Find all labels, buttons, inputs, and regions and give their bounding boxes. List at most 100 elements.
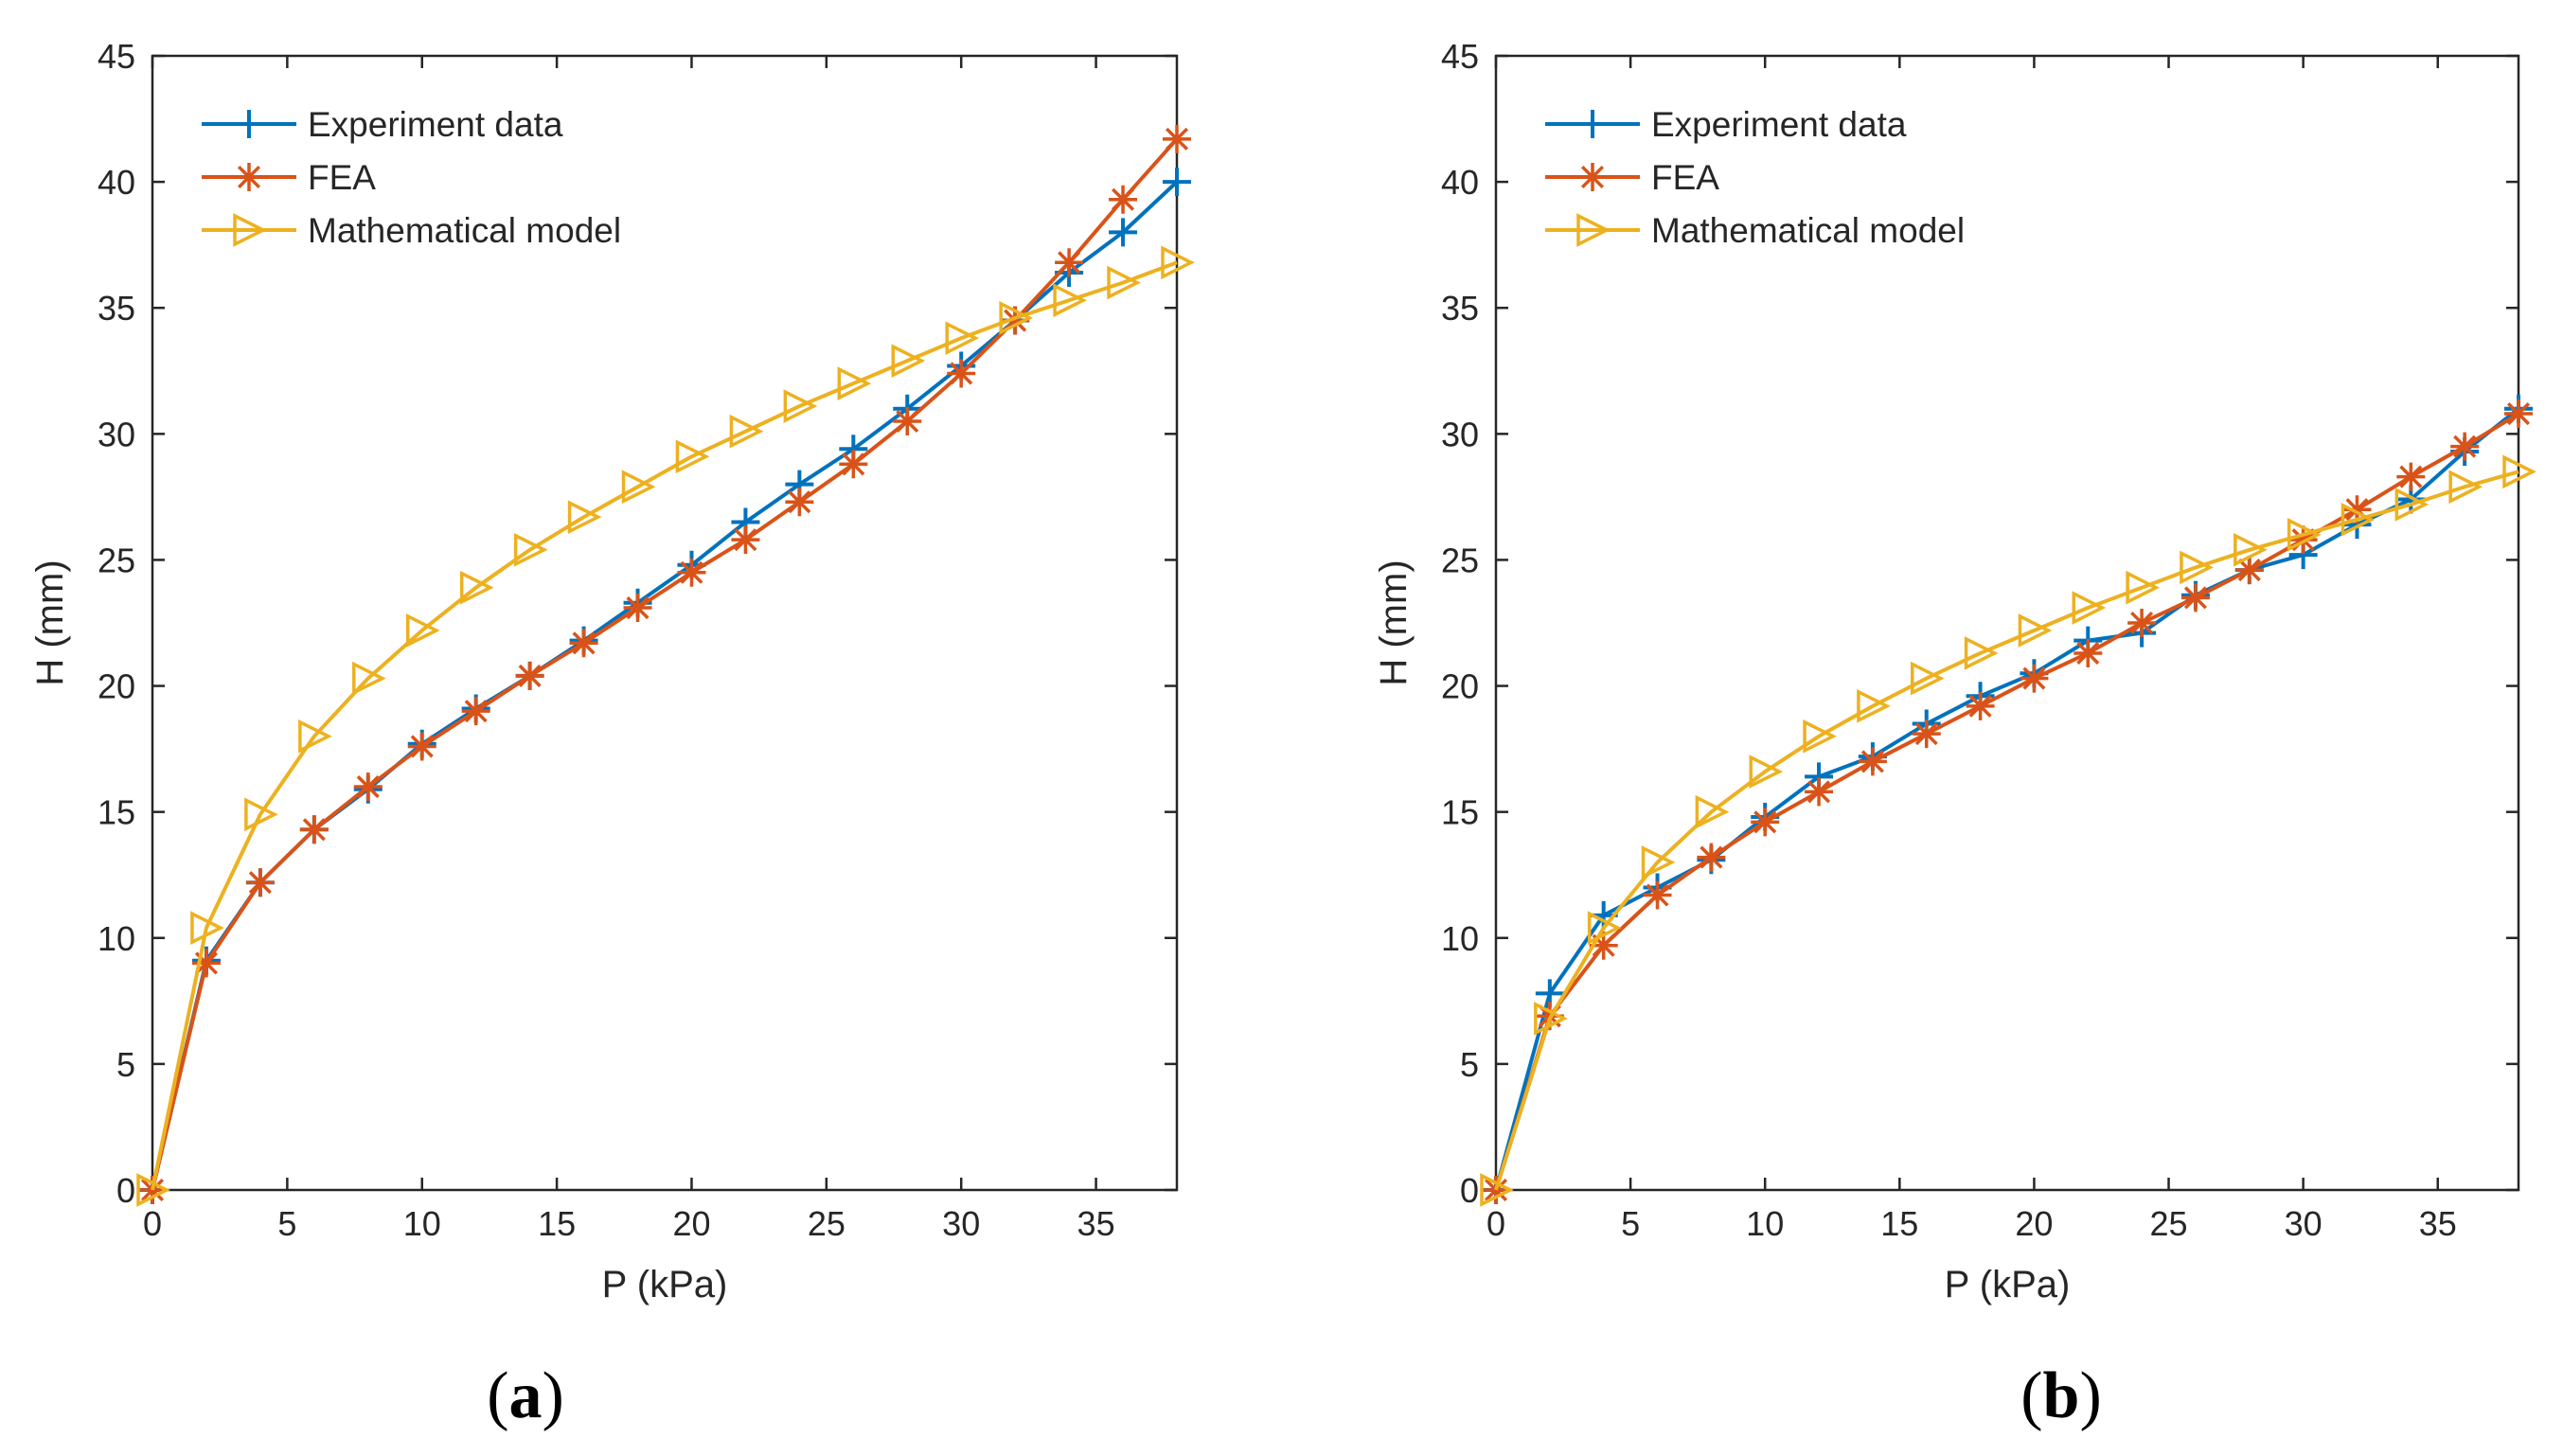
- panel-label: (b): [2020, 1359, 2102, 1432]
- data-point-marker: [2072, 591, 2107, 625]
- data-point-marker: [1107, 265, 1141, 300]
- data-point-marker: [729, 414, 764, 449]
- data-point-marker: [783, 389, 818, 423]
- data-point-marker: [1163, 124, 1191, 153]
- x-axis-title: P (kPa): [602, 1264, 728, 1305]
- data-point-marker: [945, 321, 980, 356]
- data-point-marker: [190, 911, 224, 945]
- series-line: [151, 180, 1179, 1191]
- data-point-marker: [1858, 747, 1887, 776]
- data-point-marker: [891, 344, 926, 378]
- y-tick-label: 35: [1441, 289, 1479, 328]
- data-point-marker: [1803, 719, 1837, 754]
- data-point-marker: [1163, 168, 1191, 197]
- data-point-marker: [2504, 400, 2533, 429]
- legend-entry-label: Experiment data: [308, 105, 563, 144]
- data-point-marker: [1643, 880, 1672, 910]
- legend-marker: [1576, 213, 1611, 247]
- data-point-marker: [1912, 719, 1941, 749]
- data-point-marker: [1109, 218, 1138, 247]
- plot-area-frame: [1494, 54, 2520, 1192]
- data-point-marker: [2287, 517, 2322, 552]
- y-tick-label: 20: [1441, 667, 1479, 706]
- data-point-marker: [2394, 488, 2430, 522]
- series-fea: [1482, 400, 2533, 1204]
- data-point-marker: [2126, 570, 2161, 605]
- data-point-marker: [1749, 755, 1784, 789]
- y-tick-label: 40: [98, 163, 135, 202]
- x-tick-label: 0: [1486, 1204, 1505, 1243]
- data-point-marker: [623, 594, 652, 623]
- data-point-marker: [2020, 664, 2049, 693]
- data-point-marker: [893, 407, 922, 436]
- x-tick-label: 10: [403, 1204, 441, 1243]
- data-point-marker: [136, 1173, 170, 1207]
- data-point-marker: [675, 439, 710, 474]
- data-point-marker: [2180, 583, 2210, 613]
- legend-entry-label: Mathematical model: [308, 211, 621, 250]
- data-point-marker: [837, 366, 872, 400]
- data-point-marker: [1161, 245, 1195, 280]
- plot-area-frame: [151, 54, 1179, 1192]
- y-tick-label: 15: [1441, 793, 1479, 832]
- x-tick-label: 30: [2285, 1204, 2323, 1243]
- data-point-marker: [785, 488, 814, 517]
- x-tick-label: 25: [808, 1204, 845, 1243]
- data-point-marker: [677, 558, 706, 587]
- data-point-marker: [352, 661, 386, 696]
- data-point-marker: [839, 450, 868, 479]
- data-point-marker: [2234, 556, 2264, 585]
- series-line: [151, 137, 1179, 1191]
- y-tick-label: 45: [98, 37, 135, 76]
- data-point-marker: [461, 697, 490, 726]
- legend: Experiment data FEA Mathematical model: [202, 105, 621, 250]
- chart-panel-b: 0 5 10 15 20 25 30 35 0 5 10 15 20 25 30 35 40 45 P (kPa) H…: [1373, 37, 2536, 1432]
- data-point-marker: [2127, 609, 2157, 637]
- y-tick-label: 5: [1460, 1045, 1479, 1084]
- x-tick-label: 25: [2150, 1204, 2188, 1243]
- series-line: [1494, 412, 2520, 1191]
- series-line: [151, 260, 1178, 1191]
- y-tick-label: 40: [1441, 163, 1479, 202]
- x-tick-label: 20: [2015, 1204, 2053, 1243]
- data-point-marker: [515, 661, 544, 690]
- legend: Experiment data FEA Mathematical model: [1545, 105, 1965, 250]
- data-point-marker: [1966, 691, 1995, 720]
- data-point-marker: [2502, 454, 2536, 489]
- data-point-marker: [1641, 845, 1676, 879]
- y-axis-title: H (mm): [1373, 559, 1415, 685]
- data-point-marker: [1857, 689, 1891, 723]
- data-point-marker: [2341, 503, 2376, 537]
- y-tick-label: 25: [1441, 541, 1479, 579]
- y-tick-label: 10: [98, 919, 135, 958]
- legend-entry-label: Experiment data: [1651, 105, 1907, 144]
- data-point-marker: [1695, 794, 1730, 829]
- data-point-marker: [1910, 661, 1945, 696]
- chart-panel-a: 0 5 10 15 20 25 30 35 0 5 10 15 20 25 30 35 40 45 P (kPa) H…: [29, 37, 1195, 1432]
- series-mathematical-model: [136, 245, 1195, 1207]
- y-tick-label: 15: [98, 793, 135, 832]
- data-point-marker: [191, 949, 221, 978]
- data-point-marker: [1964, 636, 1999, 670]
- y-tick-label: 30: [1441, 415, 1479, 453]
- y-tick-label: 10: [1441, 919, 1479, 958]
- data-point-marker: [2018, 613, 2053, 648]
- y-tick-label: 30: [98, 415, 135, 453]
- data-point-marker: [405, 613, 440, 648]
- data-point-marker: [244, 797, 278, 832]
- series-experiment-data: [138, 168, 1191, 1204]
- data-point-marker: [569, 629, 598, 658]
- legend-marker: [1578, 110, 1607, 138]
- data-point-marker: [567, 500, 602, 535]
- x-tick-label: 15: [1880, 1204, 1918, 1243]
- y-axis-title: H (mm): [29, 559, 71, 685]
- data-point-marker: [1055, 248, 1084, 277]
- data-point-marker: [2342, 495, 2372, 524]
- y-tick-label: 35: [98, 289, 135, 328]
- panel-letter: a: [509, 1359, 543, 1432]
- data-point-marker: [2074, 638, 2103, 667]
- panel-letter: b: [2043, 1359, 2080, 1432]
- x-tick-label: 5: [1621, 1204, 1640, 1243]
- legend-marker: [1578, 163, 1607, 191]
